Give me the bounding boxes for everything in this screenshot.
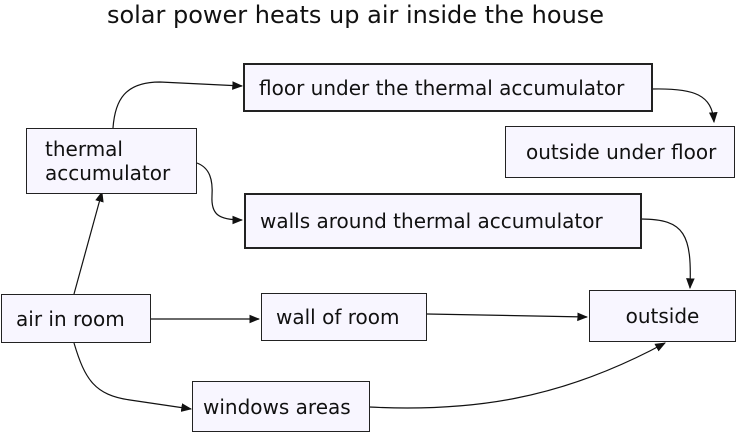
edge-air-to-windows-areas [73,342,193,412]
node-outside-under-floor-label: outside under floor [526,140,717,164]
node-floor-under-thermal-accumulator: floor under the thermal accumulator [243,63,653,112]
node-thermal-accumulator: thermal accumulator [26,128,197,194]
node-outside-label: outside [625,304,700,328]
node-walls-around-label: walls around thermal accumulator [260,209,603,233]
edge-air-to-thermal-accumulator [73,190,104,295]
node-thermal-accumulator-label: thermal accumulator [45,137,171,185]
node-outside: outside [589,290,736,342]
node-floor-under-label: floor under the thermal accumulator [259,75,625,100]
edge-thermal-accumulator-to-floor [112,81,244,129]
node-wall-of-room-label: wall of room [276,305,400,329]
edge-windows-areas-to-outside [368,342,666,409]
node-air-in-room: air in room [1,294,151,343]
edge-thermal-accumulator-to-walls [196,162,244,225]
edge-walls-to-outside [640,218,695,290]
edge-floor-to-outside-under-floor [651,88,718,124]
node-wall-of-room: wall of room [261,293,427,341]
node-windows-areas-label: windows areas [203,394,351,419]
node-air-in-room-label: air in room [16,306,125,331]
node-outside-under-floor: outside under floor [505,126,735,178]
edge-wall-of-room-to-outside [426,312,589,322]
diagram-title: solar power heats up air inside the hous… [106,1,605,29]
node-walls-around-thermal-accumulator: walls around thermal accumulator [244,193,642,249]
node-windows-areas: windows areas [192,381,370,432]
